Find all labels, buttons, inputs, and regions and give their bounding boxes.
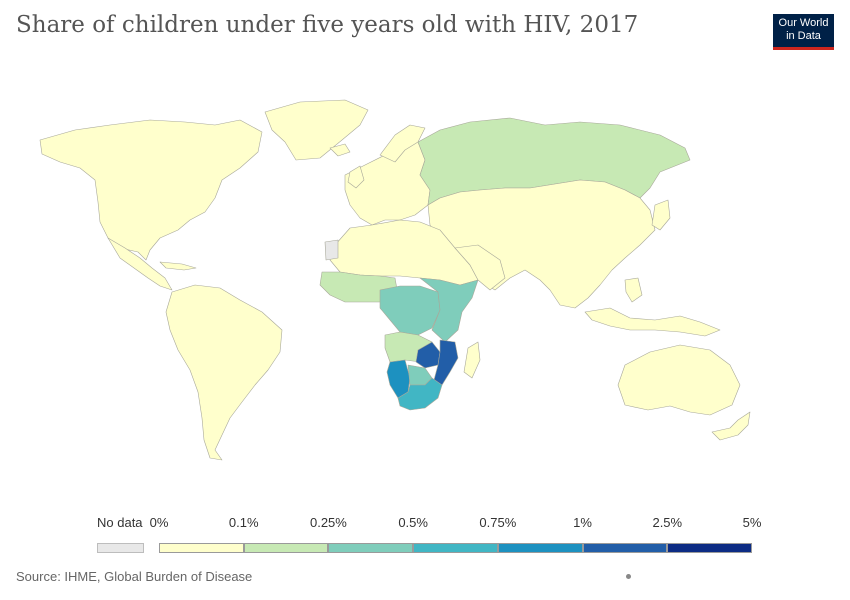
legend-tick-label: 0.1% bbox=[228, 515, 259, 530]
map-region-iceland[interactable] bbox=[329, 143, 351, 157]
legend-tick-label: 0% bbox=[149, 515, 169, 530]
legend: No data 0% 0.1% 0.25% 0.5% 0.75% 1% 2.5% 5% bbox=[0, 505, 850, 565]
map-region-madagascar[interactable] bbox=[463, 341, 481, 379]
legend-no-data-swatch[interactable] bbox=[97, 543, 144, 553]
timeline-dot[interactable] bbox=[626, 574, 631, 579]
owid-logo[interactable]: Our World in Data bbox=[773, 14, 834, 50]
legend-bin-swatch[interactable] bbox=[328, 543, 414, 553]
map-region-north-america[interactable] bbox=[39, 119, 263, 261]
map-region-philippines[interactable] bbox=[624, 277, 643, 303]
map-region-scandinavia[interactable] bbox=[379, 124, 426, 163]
world-map bbox=[39, 99, 751, 461]
legend-bin-swatch[interactable] bbox=[497, 543, 583, 553]
map-region-namibia[interactable] bbox=[386, 359, 411, 399]
map-region-south-africa[interactable] bbox=[397, 377, 443, 411]
map-region-central-africa[interactable] bbox=[379, 285, 441, 336]
map-region-east-africa[interactable] bbox=[419, 277, 479, 343]
legend-bin-swatch[interactable] bbox=[243, 543, 329, 553]
logo-red-bar bbox=[773, 47, 834, 50]
legend-tick-label: 0.5% bbox=[398, 515, 428, 530]
legend-bin-swatch[interactable] bbox=[582, 543, 668, 553]
map-region-uk[interactable] bbox=[347, 165, 365, 189]
map-region-greenland[interactable] bbox=[264, 99, 369, 161]
map-region-central-america[interactable] bbox=[107, 237, 173, 291]
logo-line2: in Data bbox=[786, 30, 821, 42]
map-region-indonesia[interactable] bbox=[584, 307, 721, 337]
legend-tick-label: 1% bbox=[573, 515, 592, 530]
map-region-caribbean[interactable] bbox=[159, 261, 197, 271]
legend-bin-swatch[interactable] bbox=[413, 543, 498, 553]
logo-line1: Our World bbox=[778, 17, 829, 29]
map-region-western-sahara[interactable] bbox=[324, 239, 339, 261]
legend-bin-swatch[interactable] bbox=[159, 543, 244, 553]
map-region-arabia[interactable] bbox=[454, 244, 506, 291]
legend-tick-label: 0.75% bbox=[479, 515, 517, 530]
legend-tick-label: 5% bbox=[742, 515, 762, 530]
legend-no-data-label: No data bbox=[97, 515, 143, 530]
map-region-south-america[interactable] bbox=[165, 284, 283, 461]
legend-tick-label: 2.5% bbox=[652, 515, 683, 530]
source-note: Source: IHME, Global Burden of Disease bbox=[16, 569, 253, 584]
legend-bin-swatch[interactable] bbox=[667, 543, 752, 553]
map-region-new-zealand[interactable] bbox=[711, 411, 751, 441]
map-region-japan[interactable] bbox=[651, 199, 671, 231]
chart-title: Share of children under five years old w… bbox=[16, 12, 639, 38]
map-region-australia[interactable] bbox=[617, 344, 741, 416]
legend-tick-label: 0.25% bbox=[309, 515, 347, 530]
